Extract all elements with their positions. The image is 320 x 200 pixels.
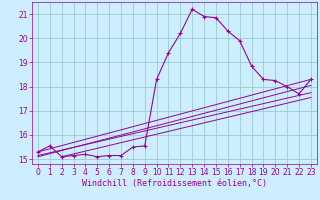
X-axis label: Windchill (Refroidissement éolien,°C): Windchill (Refroidissement éolien,°C) [82,179,267,188]
